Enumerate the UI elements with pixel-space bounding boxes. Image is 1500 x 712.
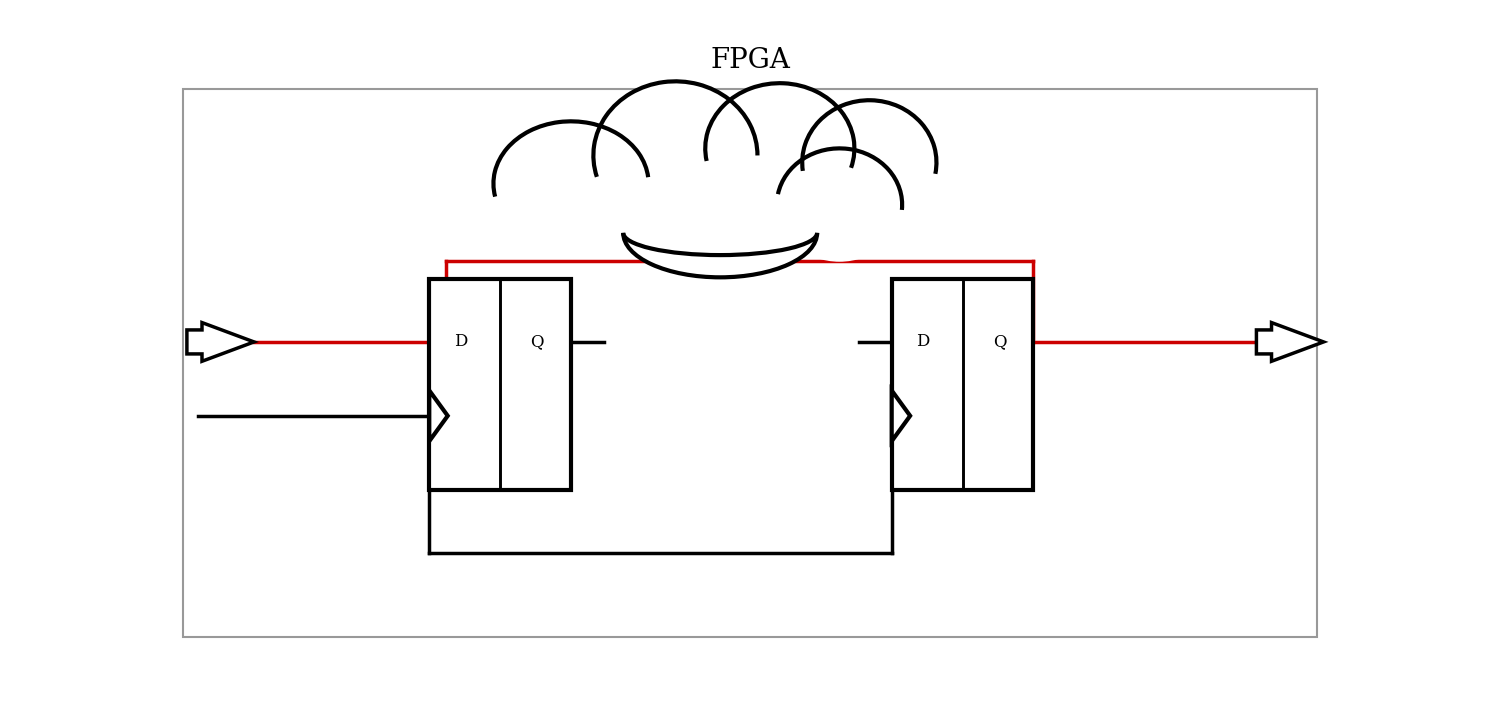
Bar [183, 88, 1317, 637]
Polygon shape [1257, 323, 1323, 361]
Bar [429, 278, 572, 490]
Text: D: D [454, 333, 466, 350]
Ellipse shape [594, 81, 758, 229]
Ellipse shape [622, 189, 818, 278]
Text: Q: Q [993, 333, 1006, 350]
Text: D: D [916, 333, 930, 350]
Ellipse shape [802, 100, 936, 225]
Text: FPGA: FPGA [710, 47, 791, 74]
Polygon shape [429, 390, 447, 441]
Polygon shape [891, 390, 910, 441]
Polygon shape [188, 323, 254, 361]
Ellipse shape [494, 121, 648, 246]
Text: Q: Q [530, 333, 543, 350]
Bar [891, 278, 1034, 490]
Ellipse shape [705, 83, 855, 214]
Ellipse shape [777, 148, 902, 261]
